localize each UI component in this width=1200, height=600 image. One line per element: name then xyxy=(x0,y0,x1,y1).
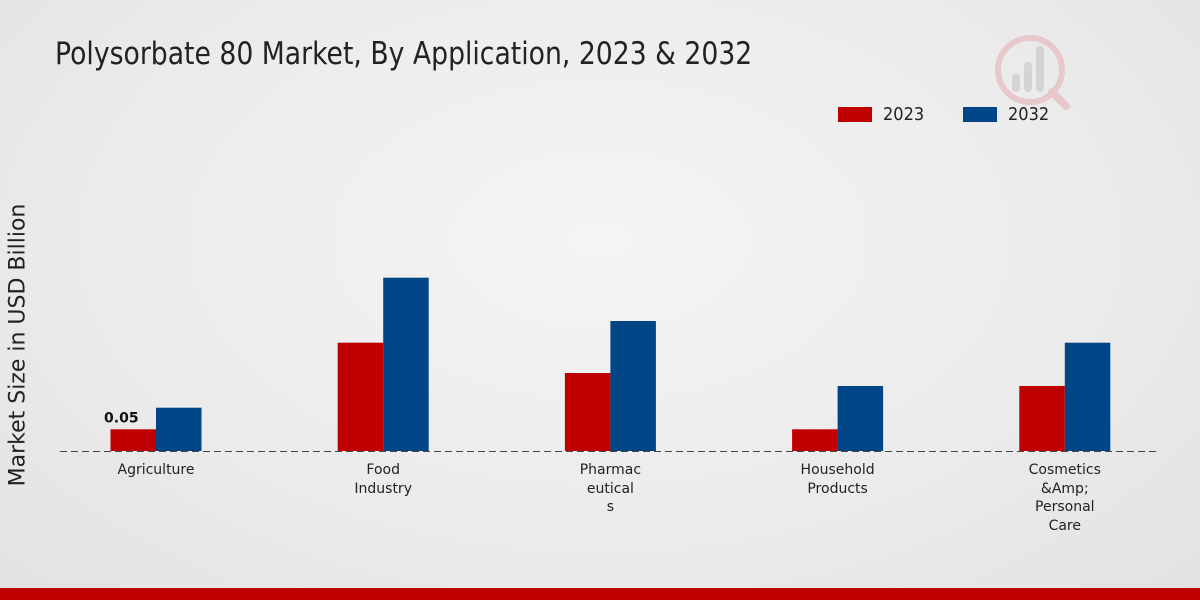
legend-item-2023: 2023 xyxy=(838,104,929,125)
chart-title: Polysorbate 80 Market, By Application, 2… xyxy=(55,36,753,72)
bar-2023-food-industry xyxy=(337,342,384,451)
bar-2032-food-industry xyxy=(383,277,429,451)
bar-2023-cosmetics-amp-personal-care xyxy=(1019,386,1065,451)
x-tick-label-pharmac-eutical-s: Pharmac eutical s xyxy=(579,462,642,515)
bar-2023-pharmac-eutical-s xyxy=(564,373,611,451)
x-tick-label-household-products: Household Products xyxy=(800,462,875,497)
x-tick-label-food-industry: Food Industry xyxy=(354,462,412,497)
footer-bar xyxy=(0,588,1200,600)
legend-swatch-2032 xyxy=(962,107,997,122)
bar-2023-household-products xyxy=(792,429,838,451)
bars-group xyxy=(110,277,1111,451)
legend-label-2032: 2032 xyxy=(1007,104,1050,125)
legend-label-2023: 2023 xyxy=(883,104,925,125)
x-tick-label-agriculture: Agriculture xyxy=(117,462,195,478)
data-labels-group: 0.05 xyxy=(104,410,139,426)
legend-item-2032: 2032 xyxy=(962,104,1054,125)
legend: 2023 2032 xyxy=(838,104,1088,125)
data-label-2023-agriculture: 0.05 xyxy=(104,410,139,426)
bar-2032-agriculture xyxy=(156,407,202,451)
bar-2032-household-products xyxy=(837,386,884,451)
x-tick-label-cosmetics-amp-personal-care: Cosmetics &Amp; Personal Care xyxy=(1028,462,1101,534)
bar-2032-pharmac-eutical-s xyxy=(610,321,656,451)
legend-swatch-2023 xyxy=(838,107,872,122)
watermark-logo-icon xyxy=(995,35,1070,110)
bar-2032-cosmetics-amp-personal-care xyxy=(1064,342,1111,451)
bar-2023-agriculture xyxy=(110,429,156,451)
